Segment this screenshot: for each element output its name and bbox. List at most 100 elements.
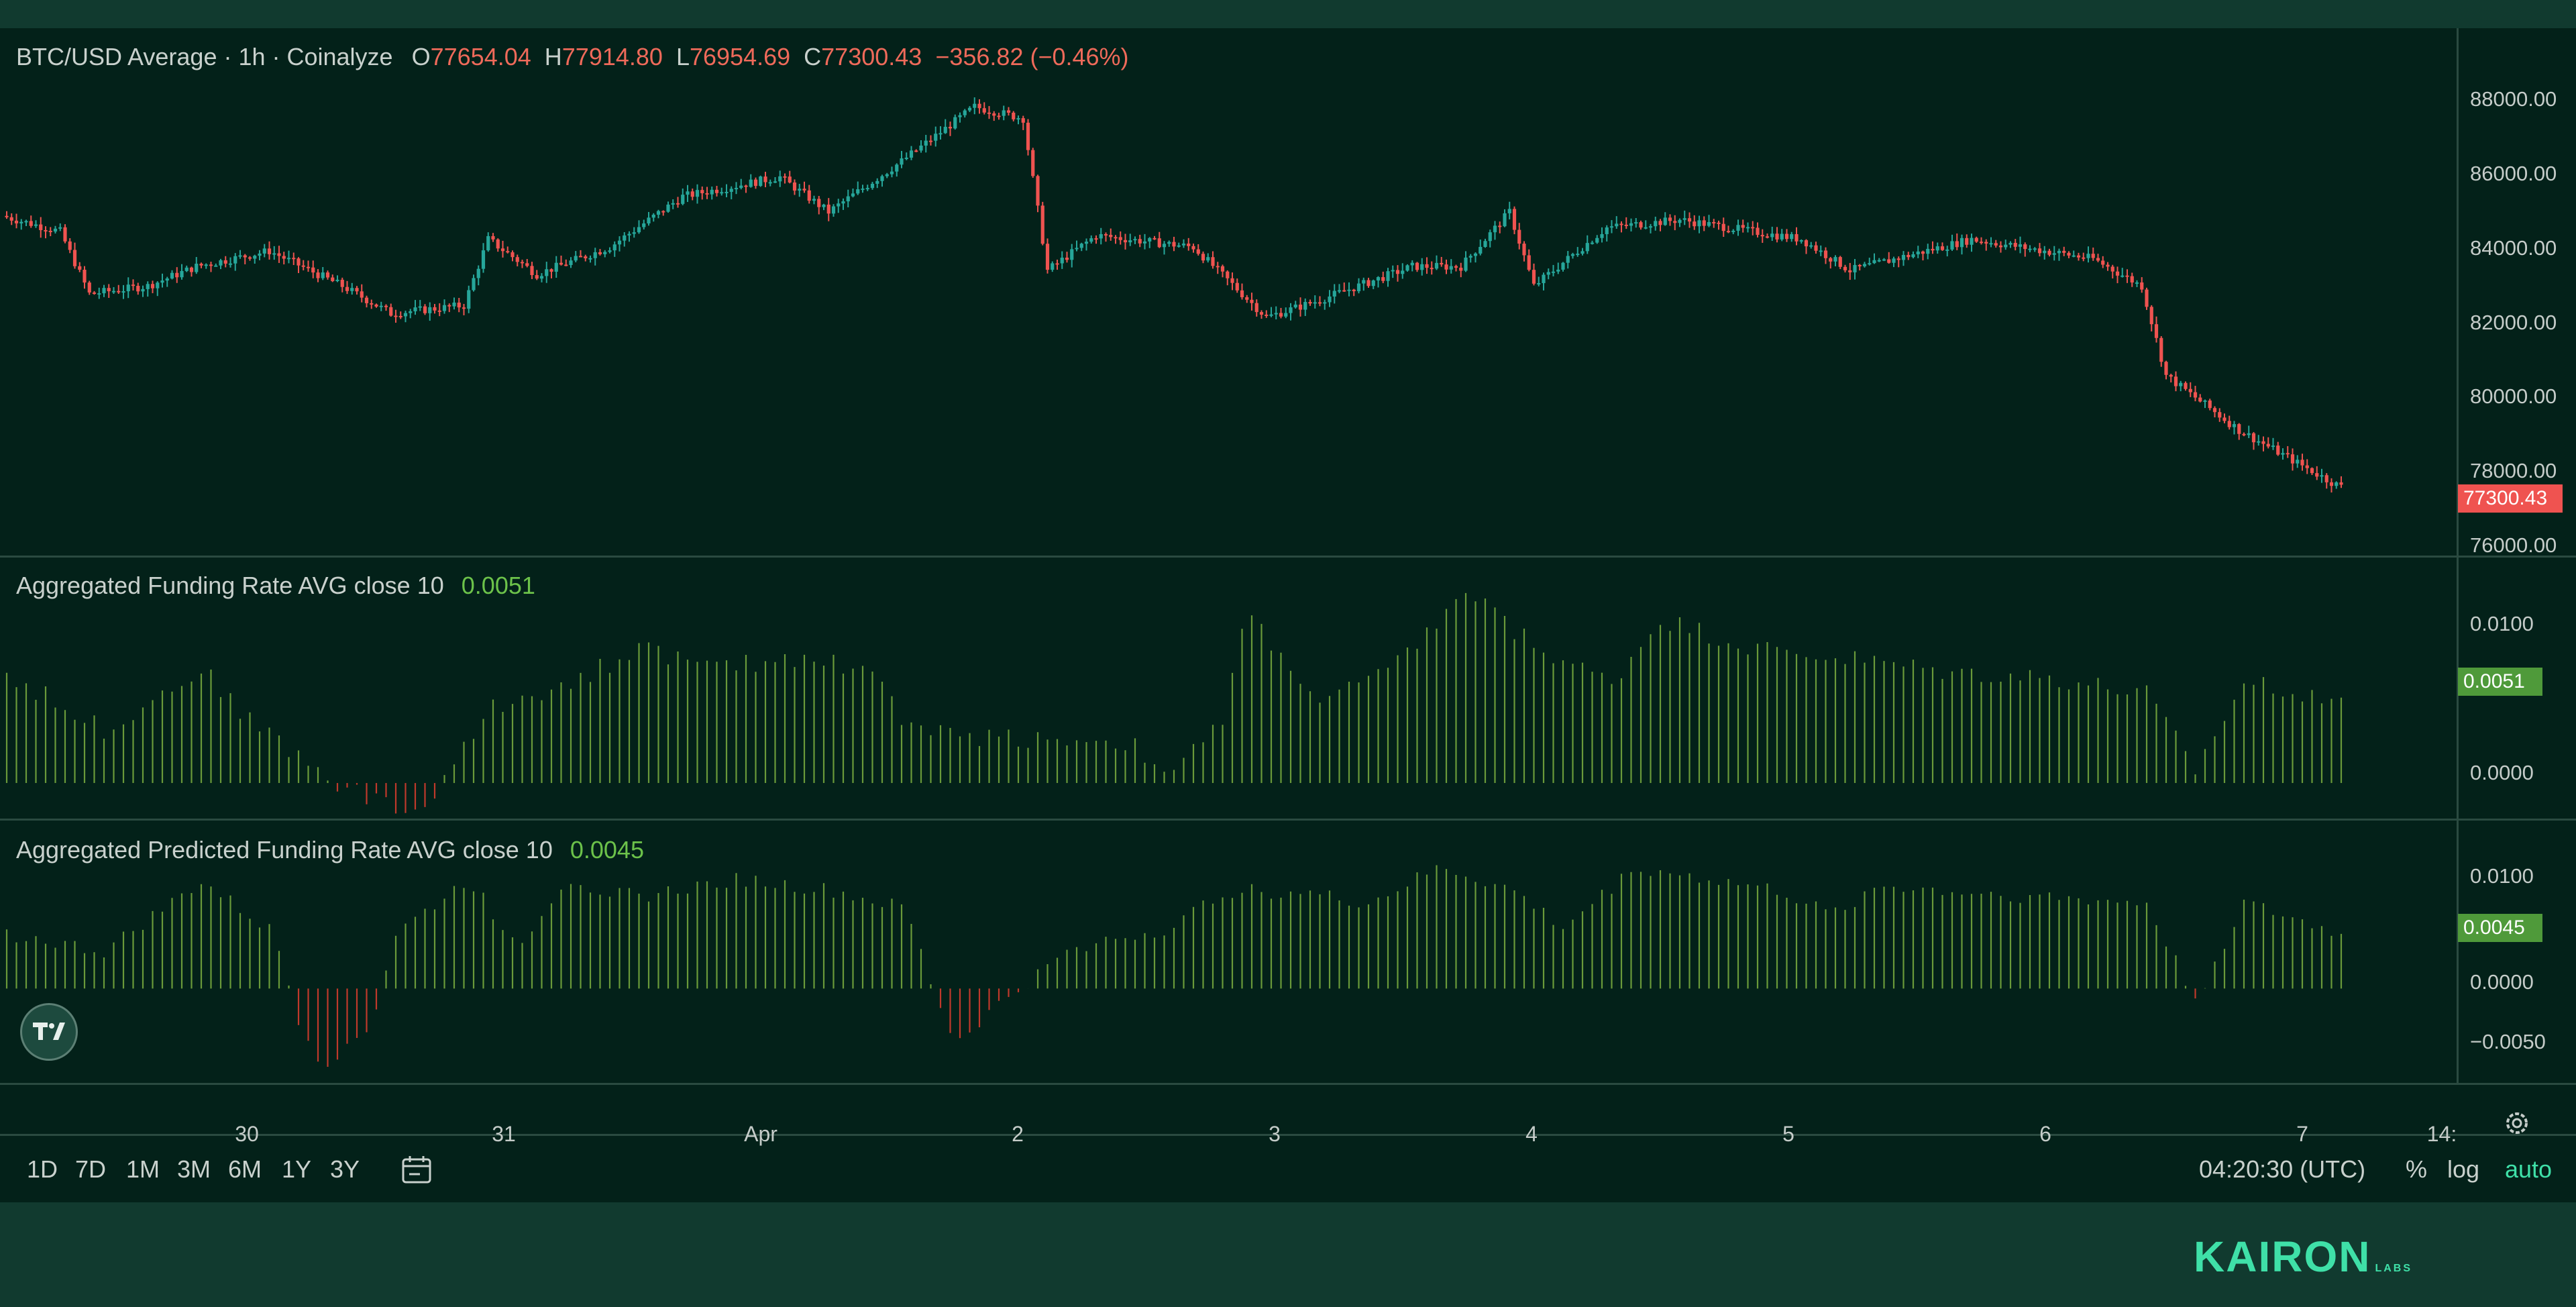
range-3y-button[interactable]: 3Y [330, 1155, 360, 1183]
candle-body [729, 189, 733, 192]
tradingview-logo-icon[interactable] [20, 1003, 78, 1061]
candle-body [496, 239, 500, 249]
log-toggle[interactable]: log [2447, 1155, 2480, 1183]
candle-body [671, 203, 675, 205]
candle-body [150, 284, 155, 289]
candle-body [2062, 250, 2066, 253]
toolbar-border [0, 1134, 2576, 1136]
candle-body [1226, 271, 1230, 278]
candle-body [753, 179, 758, 187]
candle-body [1654, 221, 1658, 227]
candle-body [1279, 313, 1283, 317]
price-chart[interactable] [0, 28, 2457, 556]
candle-body [136, 286, 140, 292]
candle-body [2266, 443, 2270, 447]
candle-body [588, 258, 592, 260]
candle-body [1449, 266, 1453, 270]
candle-body [700, 190, 704, 193]
candle-body [2296, 460, 2300, 464]
candle-body [875, 180, 879, 184]
candle-body [1673, 221, 1677, 223]
candle-body [1600, 233, 1604, 238]
range-1y-button[interactable]: 1Y [282, 1155, 312, 1183]
candle-body [2145, 289, 2149, 307]
range-1m-button[interactable]: 1M [126, 1155, 160, 1183]
candle-body [1907, 254, 1911, 258]
candle-body [1799, 240, 1803, 242]
candle-body [1955, 241, 1959, 248]
candle-body [2115, 271, 2120, 276]
range-1d-button[interactable]: 1D [27, 1155, 58, 1183]
calendar-icon[interactable] [400, 1153, 433, 1186]
candle-body [1395, 270, 1400, 274]
range-6m-button[interactable]: 6M [228, 1155, 262, 1183]
candle-body [1123, 240, 1128, 243]
candle-body [2110, 266, 2114, 272]
range-3m-button[interactable]: 3M [177, 1155, 211, 1183]
candle-body [121, 291, 125, 293]
candle-body [1298, 304, 1303, 310]
price-axis-label: 76000.00 [2470, 533, 2557, 557]
candle-body [1040, 205, 1044, 244]
symbol-title[interactable]: BTC/USD Average · 1h · Coinalyze [16, 43, 393, 70]
candle-body [1138, 239, 1142, 244]
utc-clock[interactable]: 04:20:30 (UTC) [2199, 1155, 2366, 1183]
candle-body [870, 183, 875, 189]
candle-body [1079, 244, 1083, 248]
range-7d-button[interactable]: 7D [75, 1155, 107, 1183]
candle-body [325, 272, 330, 278]
candle-body [1639, 222, 1643, 228]
candle-body [525, 263, 529, 266]
auto-toggle[interactable]: auto [2505, 1155, 2553, 1183]
funding-title[interactable]: Aggregated Funding Rate AVG close 10 [16, 572, 444, 599]
candle-body [1872, 260, 1876, 264]
candle-body [1430, 268, 1434, 270]
candle-body [1580, 251, 1585, 254]
candle-body [2174, 376, 2178, 386]
candle-body [1444, 264, 1448, 270]
predicted-title[interactable]: Aggregated Predicted Funding Rate AVG cl… [16, 836, 553, 864]
candle-body [1707, 221, 1711, 226]
candle-body [1084, 242, 1089, 244]
candle-body [1114, 237, 1118, 239]
candle-body [1045, 244, 1050, 270]
candle-body [14, 220, 19, 223]
pane-separator[interactable] [0, 819, 2576, 821]
candle-body [141, 289, 145, 292]
candle-body [214, 265, 218, 267]
candle-body [1440, 262, 1444, 265]
candle-body [1965, 238, 1969, 245]
open-label: O [411, 43, 431, 70]
candle-body [24, 221, 28, 223]
candle-body [2212, 408, 2217, 413]
candle-body [2329, 482, 2334, 486]
candle-body [1201, 254, 1205, 261]
candle-body [739, 185, 743, 189]
candle-body [1605, 227, 1609, 234]
candle-body [651, 214, 655, 218]
candle-body [1128, 240, 1132, 243]
pane-separator[interactable] [0, 556, 2576, 558]
candle-body [900, 158, 904, 165]
candle-body [788, 176, 792, 183]
candle-body [948, 127, 953, 129]
candle-body [1814, 245, 1818, 251]
funding-axis-label: 0.0100 [2470, 612, 2534, 635]
candle-body [598, 252, 602, 254]
funding-rate-histogram[interactable] [0, 558, 2457, 819]
candle-body [724, 191, 729, 193]
candle-body [1945, 249, 1949, 251]
candle-body [2300, 460, 2304, 466]
candle-body [2261, 441, 2265, 444]
predicted-funding-rate-histogram[interactable] [0, 821, 2457, 1084]
candle-body [2179, 382, 2183, 386]
candle-body [928, 140, 933, 142]
candle-body [1629, 223, 1633, 226]
percent-toggle[interactable]: % [2406, 1155, 2428, 1183]
candle-body [1172, 242, 1176, 247]
change-value: −356.82 (−0.46%) [935, 43, 1129, 70]
candle-body [1240, 290, 1244, 297]
candle-body [184, 267, 189, 271]
candle-body [856, 189, 860, 194]
settings-gear-icon[interactable] [2502, 1108, 2532, 1138]
